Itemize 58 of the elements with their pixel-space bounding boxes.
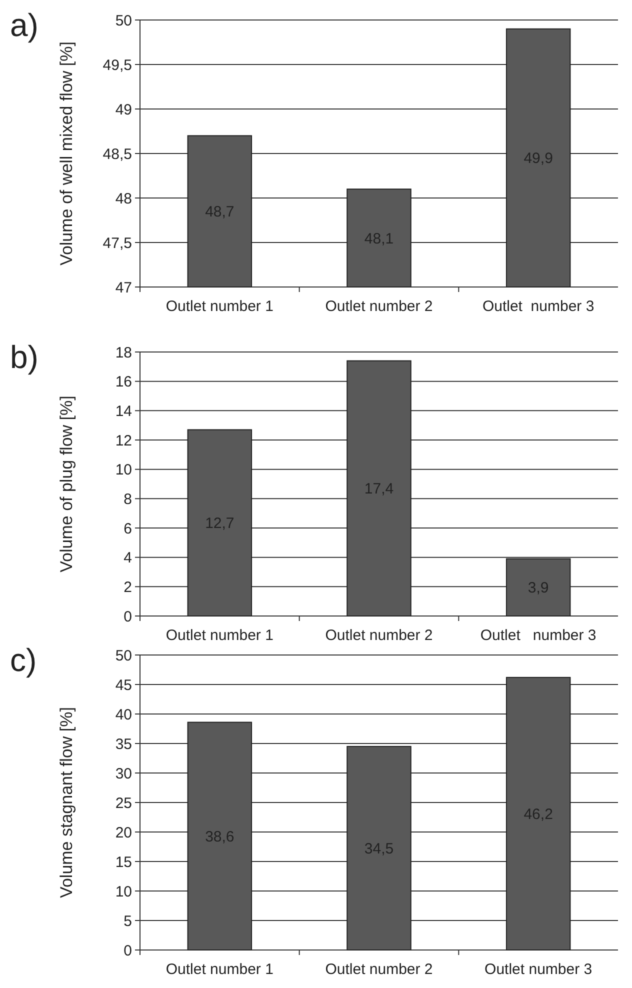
x-tick-label: Outlet number 3 xyxy=(480,627,596,644)
y-tick-label: 49 xyxy=(115,101,132,118)
y-tick-label: 48 xyxy=(115,190,132,208)
y-tick-label: 50 xyxy=(115,12,132,30)
bar xyxy=(346,360,412,616)
y-tick-label: 25 xyxy=(115,794,132,812)
bar xyxy=(506,558,571,616)
x-tick-label: Outlet number 3 xyxy=(482,298,594,315)
y-tick-label: 5 xyxy=(124,912,132,930)
y-tick-label: 47 xyxy=(115,279,132,296)
y-tick-label: 48,5 xyxy=(102,146,132,163)
y-tick-label: 6 xyxy=(124,520,132,538)
x-tick-label: Outlet number 1 xyxy=(166,961,274,978)
y-tick-label: 10 xyxy=(115,462,132,479)
y-tick-label: 30 xyxy=(115,765,132,782)
y-tick-label: 50 xyxy=(115,647,132,664)
x-tick-label: Outlet number 3 xyxy=(484,961,592,978)
x-tick-label: Outlet number 2 xyxy=(325,298,433,315)
chart-title: b) xyxy=(10,339,38,375)
y-tick-label: 20 xyxy=(115,824,132,842)
y-tick-label: 49,5 xyxy=(102,56,132,74)
y-tick-label: 10 xyxy=(115,883,132,900)
data-label: 48,1 xyxy=(364,230,394,248)
y-axis-title: Volume of plug flow [%] xyxy=(57,396,76,572)
bar xyxy=(187,722,252,950)
x-tick-label: Outlet number 2 xyxy=(325,961,433,978)
y-tick-label: 14 xyxy=(115,402,132,420)
y-tick-label: 35 xyxy=(115,736,132,753)
x-tick-label: Outlet number 1 xyxy=(166,627,274,644)
y-tick-label: 8 xyxy=(124,490,132,508)
y-tick-label: 0 xyxy=(124,608,132,626)
bar xyxy=(187,429,252,616)
y-axis-title: Volume of well mixed flow [%] xyxy=(57,42,76,266)
x-tick-label: Outlet number 1 xyxy=(166,298,274,315)
y-axis-title: Volume stagnant flow [%] xyxy=(57,707,76,898)
y-tick-label: 15 xyxy=(115,854,132,871)
data-label: 46,2 xyxy=(524,806,553,823)
y-tick-label: 18 xyxy=(115,344,132,362)
bar xyxy=(506,676,571,950)
data-label: 38,6 xyxy=(205,828,234,846)
bar xyxy=(346,746,412,950)
y-tick-label: 12 xyxy=(115,432,132,450)
y-tick-label: 4 xyxy=(124,550,132,567)
y-tick-label: 16 xyxy=(115,374,132,391)
chart-title: c) xyxy=(10,642,37,678)
y-tick-label: 0 xyxy=(124,942,132,960)
data-label: 12,7 xyxy=(205,515,234,532)
y-tick-label: 47,5 xyxy=(102,234,132,252)
data-label: 48,7 xyxy=(205,204,234,221)
y-tick-label: 2 xyxy=(124,578,132,596)
data-label: 3,9 xyxy=(528,580,549,597)
y-tick-label: 40 xyxy=(115,706,132,724)
data-label: 49,9 xyxy=(524,150,553,168)
y-tick-label: 45 xyxy=(115,676,132,694)
data-label: 17,4 xyxy=(364,480,394,498)
chart-title: a) xyxy=(10,7,38,43)
x-tick-label: Outlet number 2 xyxy=(325,627,433,644)
data-label: 34,5 xyxy=(364,840,394,858)
